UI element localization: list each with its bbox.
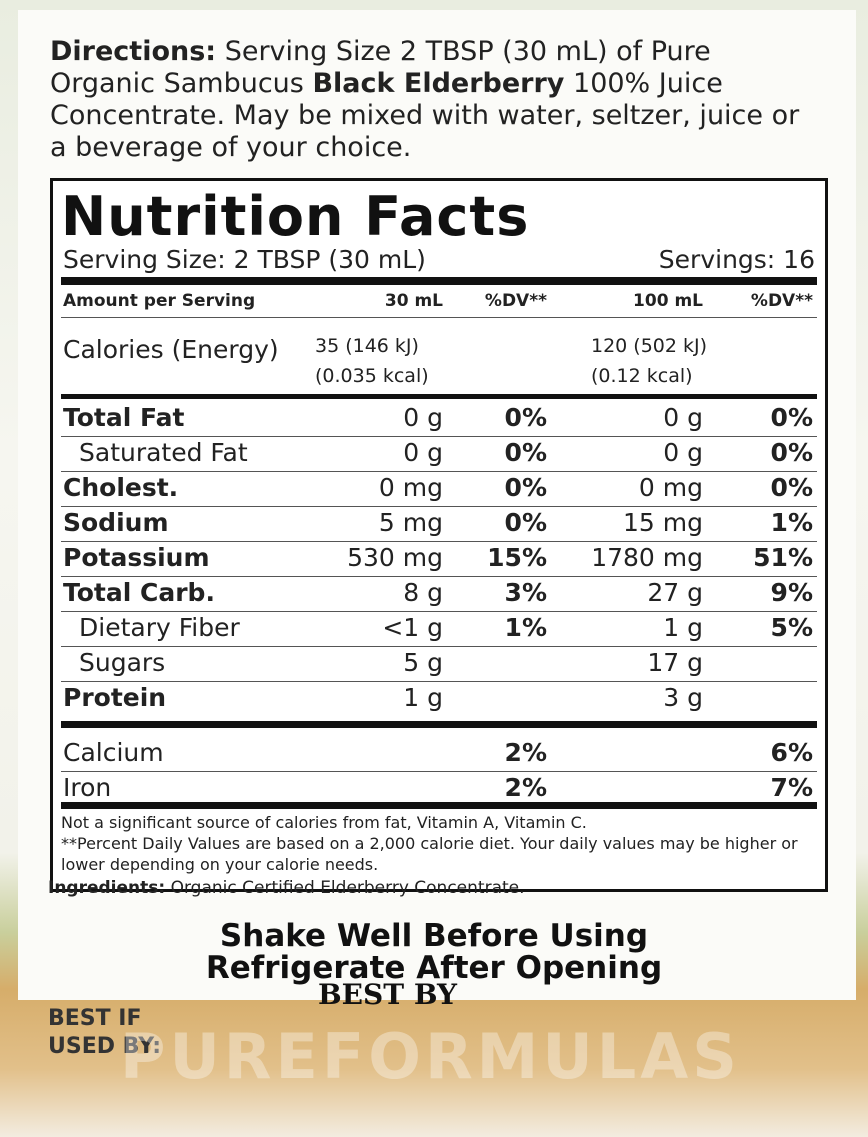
rule	[61, 394, 817, 399]
header-cell: Amount per Serving	[63, 291, 256, 311]
nutrient-label: Sugars	[79, 648, 166, 677]
directions: Directions: Serving Size 2 TBSP (30 mL) …	[50, 36, 820, 164]
amount: 17 g	[647, 648, 703, 677]
vitamin-label: Iron	[63, 773, 112, 802]
nutrient-label: Cholest.	[63, 473, 179, 502]
rule	[61, 681, 817, 682]
amount: <1 g	[382, 613, 443, 642]
daily-value: 0%	[770, 403, 813, 432]
header-cell: 30 mL	[384, 291, 443, 311]
amount: 1 g	[663, 613, 703, 642]
daily-value: 0%	[504, 403, 547, 432]
calories-value: (0.035 kcal)	[315, 365, 429, 387]
amount: 0 g	[663, 403, 703, 432]
daily-value: 0%	[770, 438, 813, 467]
calories-label: Calories (Energy)	[63, 335, 279, 364]
header-cell: 100 mL	[633, 291, 703, 311]
daily-value: 0%	[504, 508, 547, 537]
directions-text: Serving Size 2 TBSP (30 mL) of Pure Orga…	[50, 36, 711, 99]
amount: 8 g	[403, 578, 443, 607]
vitamin-label: Calcium	[63, 738, 164, 767]
rule	[61, 436, 817, 437]
instruction: Refrigerate After Opening	[205, 950, 663, 986]
nutrition-title: Nutrition Facts	[61, 185, 530, 248]
amount: 0 g	[403, 403, 443, 432]
header-cell: %DV**	[750, 291, 813, 311]
nutrient-label: Protein	[63, 683, 167, 712]
rule	[61, 611, 817, 612]
best-if-label: BEST IF	[48, 1006, 142, 1031]
serving-size: Serving Size: 2 TBSP (30 mL)	[63, 245, 426, 274]
amount: 15 mg	[623, 508, 703, 537]
daily-value: 0%	[504, 438, 547, 467]
calories-value: (0.12 kcal)	[591, 365, 693, 387]
daily-value: 3%	[504, 578, 547, 607]
rule	[61, 277, 817, 285]
daily-value: 2%	[504, 773, 547, 802]
rule	[61, 646, 817, 647]
rule	[61, 541, 817, 542]
nutrient-label: Total Fat	[63, 403, 185, 432]
rule	[61, 471, 817, 472]
ingredients-text: Organic Certified Elderberry Concentrate…	[170, 878, 525, 898]
daily-value: 1%	[770, 508, 813, 537]
header-cell: %DV**	[484, 291, 547, 311]
nutrient-label: Potassium	[63, 543, 210, 572]
footnote: **Percent Daily Values are based on a 2,…	[61, 834, 798, 874]
daily-value: 15%	[487, 543, 547, 572]
daily-value: 1%	[504, 613, 547, 642]
amount: 0 mg	[378, 473, 443, 502]
rule	[61, 317, 817, 318]
amount: 0 g	[403, 438, 443, 467]
directions-bold: Black Elderberry	[312, 68, 565, 99]
calories-value: 120 (502 kJ)	[591, 335, 708, 357]
servings: Servings: 16	[658, 245, 815, 274]
amount: 5 g	[403, 648, 443, 677]
daily-value: 0%	[504, 473, 547, 502]
amount: 530 mg	[347, 543, 443, 572]
nutrient-label: Total Carb.	[63, 578, 215, 607]
amount: 0 g	[663, 438, 703, 467]
daily-value: 9%	[770, 578, 813, 607]
rule	[61, 576, 817, 577]
ingredients-label: Ingredients:	[48, 878, 166, 898]
daily-value: 6%	[770, 738, 813, 767]
directions-label: Directions:	[50, 36, 217, 67]
rule	[61, 721, 817, 728]
rule	[61, 506, 817, 507]
nutrient-label: Dietary Fiber	[79, 613, 240, 642]
calories-value: 35 (146 kJ)	[315, 335, 419, 357]
nutrition-facts: Nutrition Facts Serving Size: 2 TBSP (30…	[50, 178, 828, 892]
daily-value: 51%	[753, 543, 813, 572]
amount: 1780 mg	[591, 543, 703, 572]
amount: 5 mg	[378, 508, 443, 537]
rule	[61, 802, 817, 809]
rule	[61, 771, 817, 772]
amount: 27 g	[647, 578, 703, 607]
directions-text: 100% Juice Concentrate. May be mixed wit…	[50, 68, 800, 163]
nutrient-label: Saturated Fat	[79, 438, 248, 467]
daily-value: 5%	[770, 613, 813, 642]
daily-value: 0%	[770, 473, 813, 502]
instruction: Shake Well Before Using	[219, 918, 649, 954]
amount: 0 mg	[638, 473, 703, 502]
footnote: Not a significant source of calories fro…	[61, 813, 587, 832]
amount: 1 g	[403, 683, 443, 712]
watermark: PUREFORMULAS	[120, 1020, 741, 1093]
ingredients: Ingredients: Organic Certified Elderberr…	[48, 878, 525, 898]
stamp: BEST BY	[318, 978, 457, 1011]
nutrient-label: Sodium	[63, 508, 169, 537]
used-by-label: USED BY:	[48, 1034, 162, 1059]
daily-value: 7%	[770, 773, 813, 802]
amount: 3 g	[663, 683, 703, 712]
daily-value: 2%	[504, 738, 547, 767]
